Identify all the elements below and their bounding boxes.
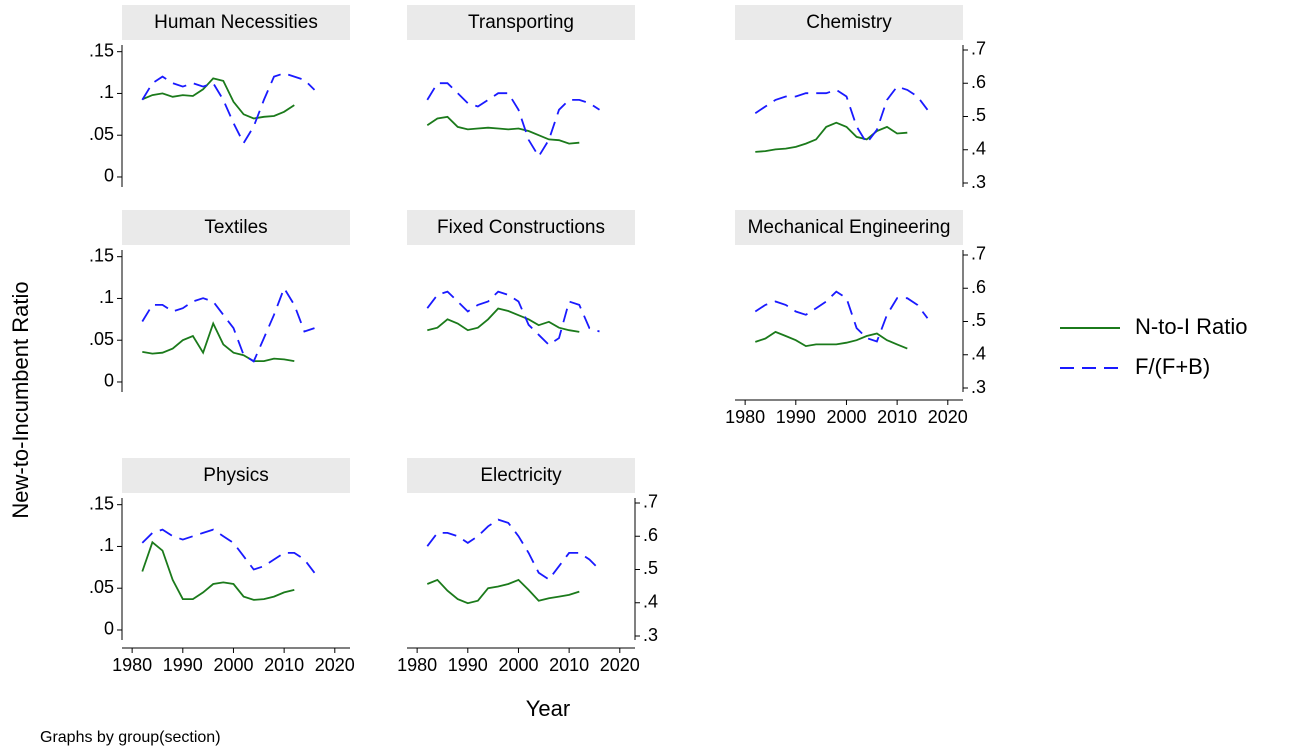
y2-tick-label: .7 — [643, 492, 658, 512]
series-line — [427, 307, 580, 333]
y-tick-label: .1 — [99, 287, 114, 307]
panel: Chemistry .3 .4 .5 .6 .7 — [735, 5, 986, 192]
y-tick-label: .1 — [99, 82, 114, 102]
y2-tick-label: .6 — [643, 525, 658, 545]
panel-title: Human Necessities — [154, 12, 318, 33]
x-tick-label: 1980 — [397, 655, 437, 675]
series-line — [754, 85, 929, 145]
y2-tick-label: .4 — [971, 344, 986, 364]
x-tick-label: 2020 — [600, 655, 640, 675]
x-axis-label: Year — [526, 696, 570, 721]
y2-tick-label: .6 — [971, 277, 986, 297]
series-line — [141, 540, 295, 601]
y-tick-label: .15 — [89, 493, 114, 513]
x-tick-label: 2010 — [549, 655, 589, 675]
panel-title: Mechanical Engineering — [748, 217, 951, 238]
series-line — [426, 578, 580, 605]
x-tick-label: 1990 — [448, 655, 488, 675]
panel: Transporting — [407, 5, 635, 159]
series-line — [754, 290, 929, 343]
panel-strip — [407, 5, 635, 40]
series-line — [141, 528, 316, 574]
panel-strip — [735, 210, 963, 245]
series-line — [426, 82, 600, 159]
x-tick-label: 1980 — [725, 407, 765, 427]
x-tick-label: 1980 — [112, 655, 152, 675]
y-tick-label: .1 — [99, 535, 114, 555]
y-tick-label: .05 — [89, 329, 114, 349]
x-tick-label: 2000 — [213, 655, 253, 675]
y2-tick-label: .3 — [643, 625, 658, 645]
y2-tick-label: .6 — [971, 72, 986, 92]
y2-tick-label: .5 — [971, 310, 986, 330]
x-tick-label: 1990 — [163, 655, 203, 675]
panel-title: Chemistry — [806, 12, 892, 33]
note: Graphs by group(section) — [40, 729, 221, 746]
panel-strip — [122, 210, 350, 245]
series-line — [426, 115, 580, 145]
panel-strip — [122, 5, 350, 40]
panel-strip — [735, 5, 963, 40]
panel-strip — [122, 458, 350, 493]
series-line — [426, 290, 600, 346]
y-tick-label: 0 — [104, 619, 114, 639]
y2-tick-label: .3 — [971, 172, 986, 192]
panel-title: Electricity — [480, 465, 562, 486]
x-tick-label: 2010 — [264, 655, 304, 675]
x-tick-label: 2020 — [928, 407, 968, 427]
panel: Physics 0 .05 .1 .15 1980 1990 2000 2010 2020 — [89, 458, 355, 675]
y-axis-label: New-to-Incumbent Ratio — [8, 281, 33, 518]
y2-tick-label: .4 — [971, 139, 986, 159]
y2-tick-label: .5 — [643, 558, 658, 578]
panel-strip — [407, 458, 635, 493]
y2-tick-label: .7 — [971, 39, 986, 59]
y-tick-label: 0 — [104, 371, 114, 391]
panel-title: Fixed Constructions — [437, 217, 605, 238]
y-tick-label: .05 — [89, 124, 114, 144]
series-line — [755, 121, 908, 153]
series-line — [141, 77, 295, 120]
y2-tick-label: .7 — [971, 244, 986, 264]
series-line — [141, 286, 315, 363]
panel-title: Textiles — [204, 217, 267, 238]
x-tick-label: 2000 — [826, 407, 866, 427]
y2-tick-label: .5 — [971, 105, 986, 125]
x-tick-label: 1990 — [776, 407, 816, 427]
y-tick-label: .15 — [89, 40, 114, 60]
panel: Human Necessities 0 .05 .1 .15 — [89, 5, 350, 187]
y-tick-label: .05 — [89, 577, 114, 597]
series-line — [141, 72, 316, 145]
x-tick-label: 2000 — [498, 655, 538, 675]
panel-strip — [407, 210, 635, 245]
series-line — [755, 330, 908, 350]
y2-tick-label: .3 — [971, 377, 986, 397]
legend-label: F/(F+B) — [1135, 354, 1210, 379]
series-line — [426, 518, 601, 581]
y-tick-label: 0 — [104, 166, 114, 186]
panel: Textiles 0 .05 .1 .15 — [89, 210, 350, 392]
x-tick-label: 2010 — [877, 407, 917, 427]
x-tick-label: 2020 — [315, 655, 355, 675]
series-line — [142, 321, 295, 362]
legend-label: N-to-I Ratio — [1135, 314, 1247, 339]
y2-tick-label: .4 — [643, 592, 658, 612]
panel-title: Transporting — [468, 12, 574, 33]
panel-title: Physics — [203, 465, 268, 486]
panel: Fixed Constructions — [407, 210, 635, 346]
panel: Electricity .3 .4 .5 .6 .7 1980 1990 2000 2010 202… — [397, 458, 658, 675]
panel: Mechanical Engineering .3 .4 .5 .6 .7 1980 1990… — [725, 210, 986, 427]
y-tick-label: .15 — [89, 245, 114, 265]
